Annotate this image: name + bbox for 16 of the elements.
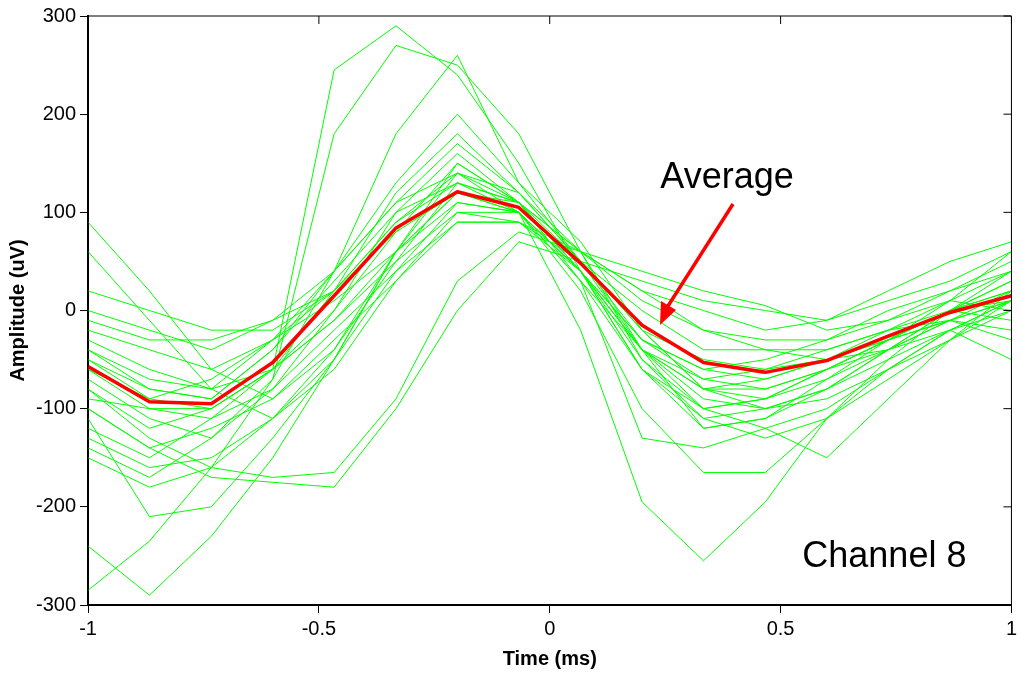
x-tick-label: 0	[544, 616, 556, 639]
text: Average	[660, 154, 794, 196]
y-tick-label: 100	[42, 199, 77, 222]
y-tick-label: -300	[36, 592, 77, 615]
y-tick-label: 200	[42, 101, 77, 124]
annotation: Channel 8	[802, 534, 967, 575]
y-tick-label: -200	[36, 494, 77, 517]
x-tick-label: -0.5	[301, 616, 337, 639]
x-tick-label: 0.5	[766, 616, 795, 639]
y-tick-label: 0	[64, 298, 77, 321]
y-tick-label: -100	[36, 396, 77, 419]
y-tick-label: 300	[42, 3, 77, 26]
x-tick-label: 1	[1005, 616, 1017, 639]
x-axis-title: Time (ms)	[502, 646, 597, 669]
y-axis-title: Amplitude (uV)	[5, 239, 28, 382]
x-tick-label: -1	[79, 616, 97, 639]
